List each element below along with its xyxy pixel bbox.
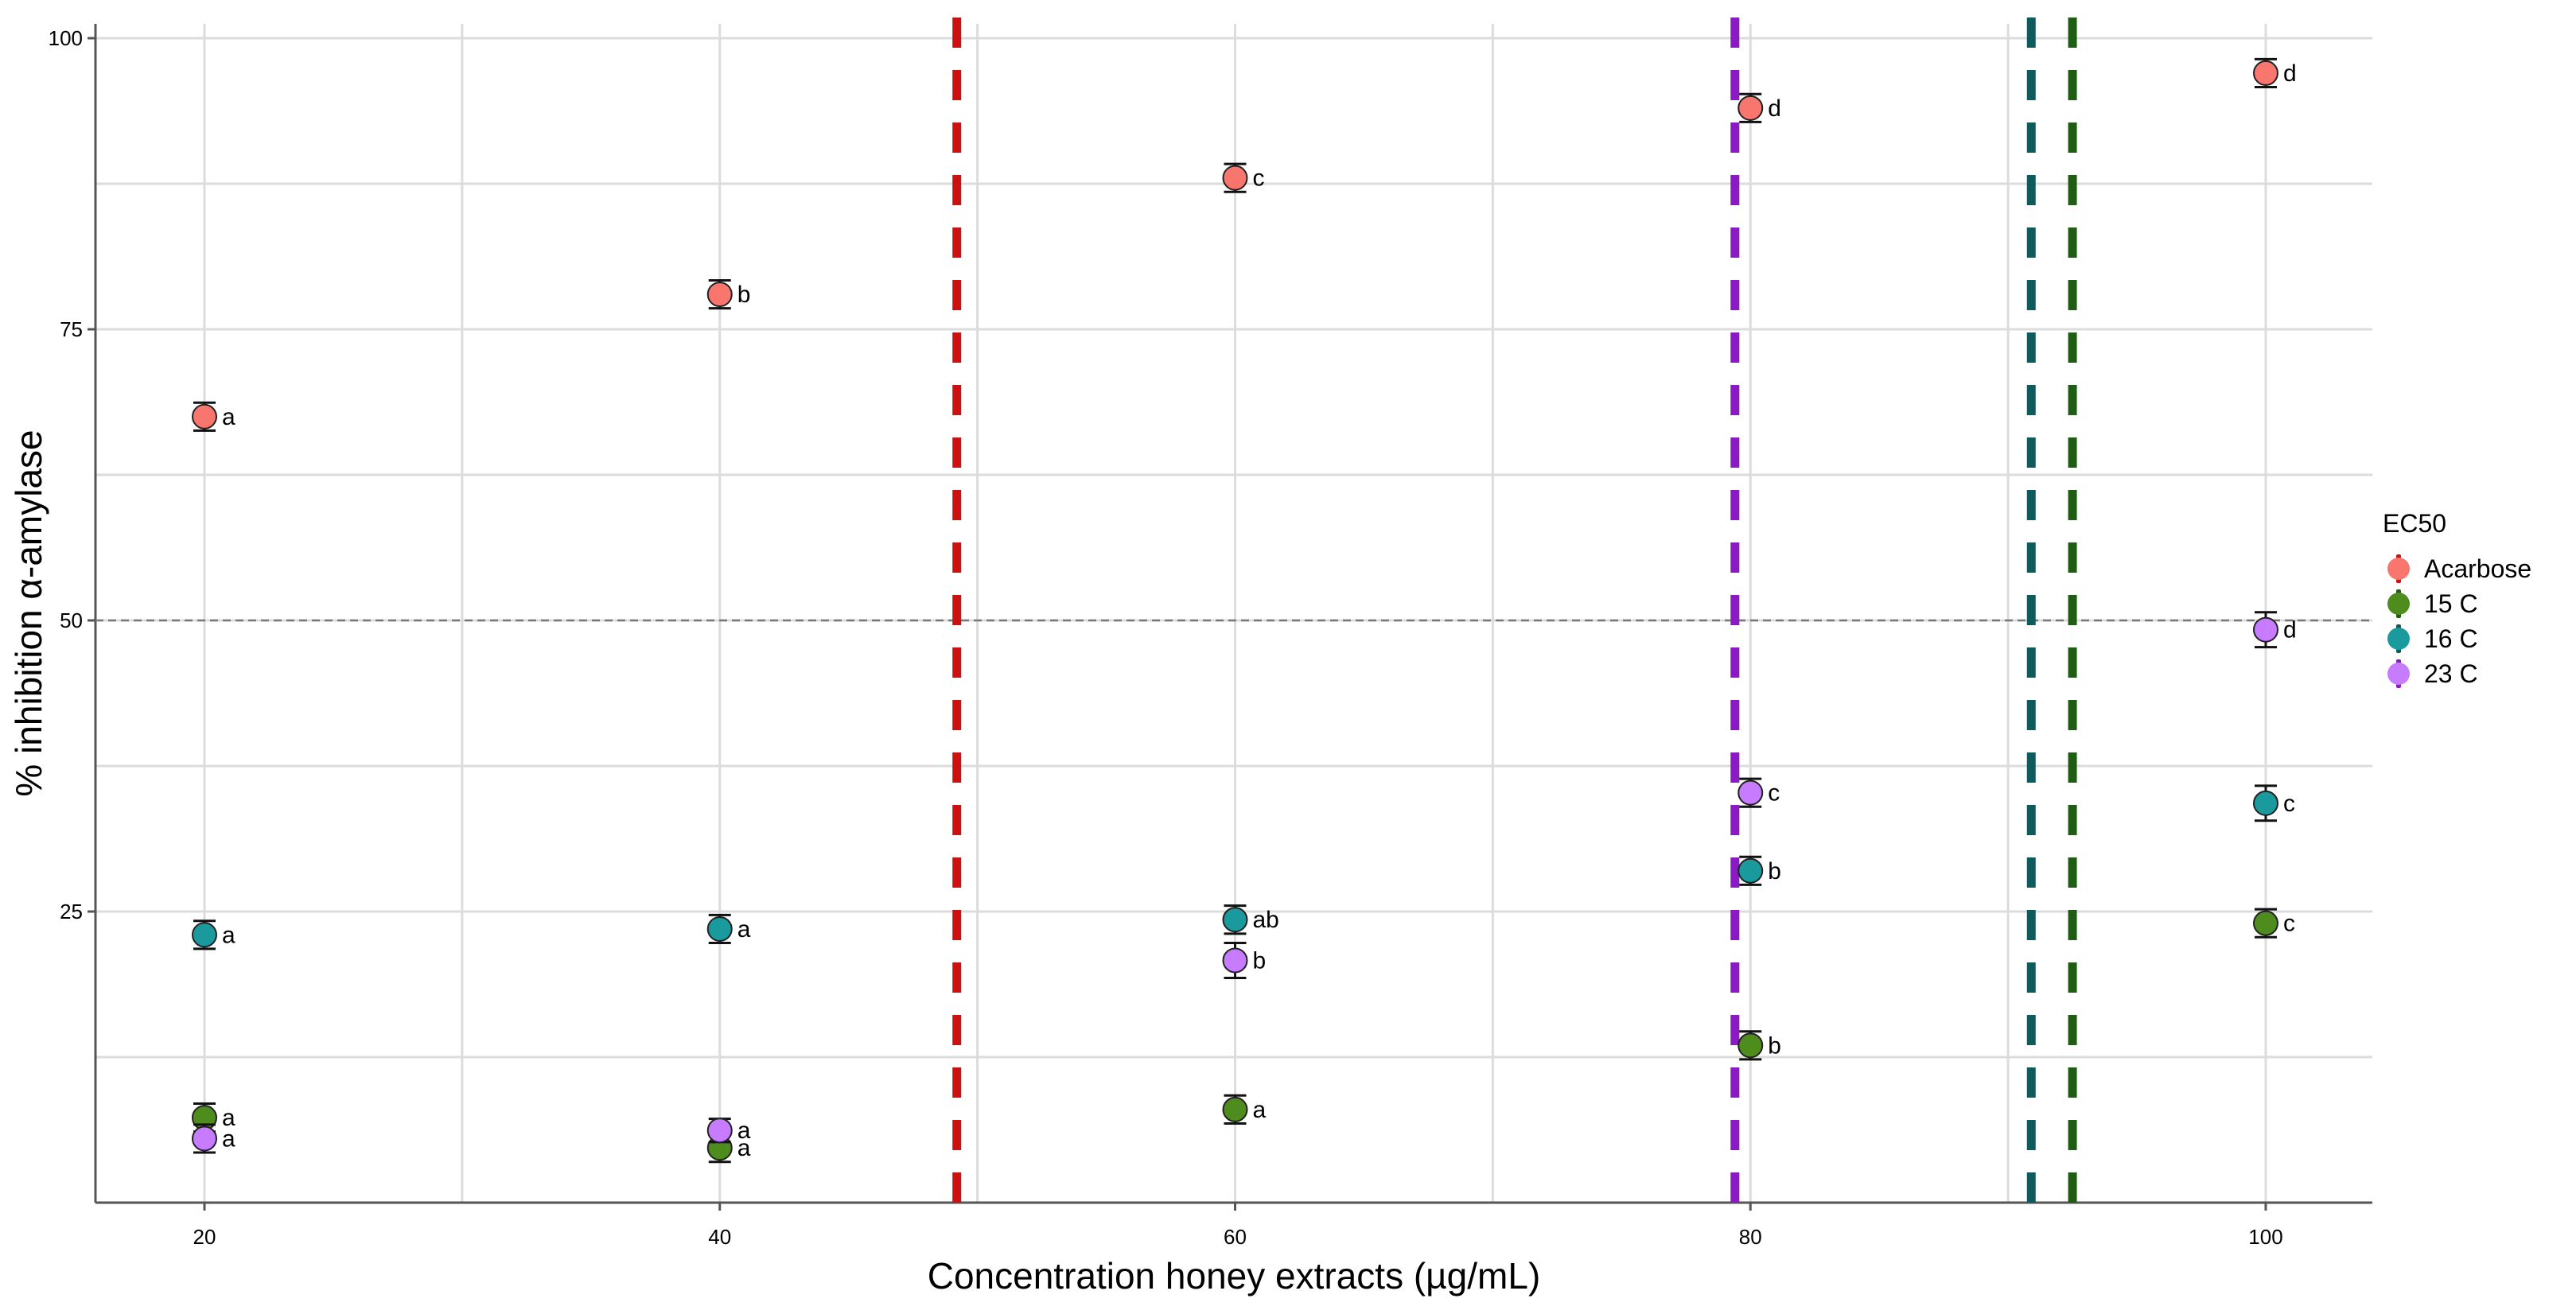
point-label-16c: a [222,922,235,948]
data-point-23c [192,1125,217,1152]
point-label-16c: ab [1253,907,1279,933]
legend-label: 16 C [2424,624,2478,653]
data-point-15c [2253,910,2278,936]
point-label-16c: b [1768,858,1781,884]
point-label-16c: c [2283,791,2295,817]
point-label-acarbose: c [1253,165,1265,192]
data-point-15c [1737,1032,1764,1059]
point-label-15c: a [222,1105,235,1131]
data-point-23c [706,1118,733,1144]
point-label-15c: b [1768,1032,1781,1059]
point-label-15c: a [1253,1097,1267,1123]
point-label-16c: a [737,916,751,943]
legend-title: EC50 [2383,509,2447,538]
point-label-acarbose: d [1768,95,1781,122]
point-label-23c: a [222,1125,235,1152]
legend-item-16c: 16 C [2383,621,2531,656]
legend-item-acarbose: Acarbose [2383,551,2531,586]
point-label-23c: d [2283,617,2297,643]
data-point-16c [1737,857,1764,884]
x-tick-label: 40 [708,1225,731,1249]
x-tick-label: 60 [1224,1225,1247,1249]
legend-key-acarbose [2383,553,2415,585]
legend-label: 23 C [2424,659,2478,688]
point-label-acarbose: a [222,404,235,430]
data-point-23c [1737,779,1764,806]
data-point-23c [2253,616,2278,643]
legend-label: Acarbose [2424,554,2532,583]
y-tick-label: 100 [49,26,83,50]
data-point-acarbose [706,282,733,308]
x-tick-label: 100 [2248,1225,2282,1249]
y-tick-label: 50 [60,608,83,632]
legend-key-23c [2383,658,2415,690]
legend-key-16c [2383,623,2415,655]
point-label-23c: c [1768,780,1780,807]
data-point-15c [1222,1096,1248,1122]
data-point-acarbose [1737,95,1764,121]
legend-item-23c: 23 C [2383,656,2531,691]
legend-item-15c: 15 C [2383,586,2531,621]
data-point-acarbose [2253,60,2278,86]
data-point-16c [2253,790,2278,816]
x-axis-title: Concentration honey extracts (µg/mL) [928,1255,1541,1297]
point-label-acarbose: b [737,282,751,308]
y-tick-label: 25 [60,900,83,923]
legend: EC50 Acarbose 15 C 16 C 23 C [2383,509,2531,691]
point-label-15c: a [737,1135,751,1161]
point-label-15c: c [2283,911,2295,937]
point-label-23c: b [1253,947,1267,974]
x-tick-label: 20 [193,1225,216,1249]
data-point-23c [1222,947,1248,974]
data-point-16c [706,916,733,942]
data-point-16c [192,922,217,948]
legend-key-15c [2383,588,2415,620]
legend-label: 15 C [2424,589,2478,618]
point-label-acarbose: d [2283,60,2297,87]
y-axis-title: % inhibition α-amylase [8,430,49,796]
data-point-16c [1222,907,1248,933]
x-tick-label: 80 [1739,1225,1762,1249]
data-point-acarbose [192,403,217,430]
data-point-acarbose [1222,165,1248,191]
point-label-23c: a [737,1118,751,1144]
y-tick-label: 75 [60,317,83,341]
